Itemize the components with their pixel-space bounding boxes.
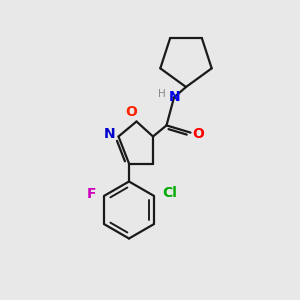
Text: O: O bbox=[193, 128, 205, 141]
Text: Cl: Cl bbox=[162, 186, 177, 200]
Text: F: F bbox=[87, 187, 97, 201]
Text: N: N bbox=[104, 128, 115, 141]
Text: N: N bbox=[169, 90, 180, 104]
Text: H: H bbox=[158, 88, 165, 99]
Text: O: O bbox=[125, 105, 137, 118]
